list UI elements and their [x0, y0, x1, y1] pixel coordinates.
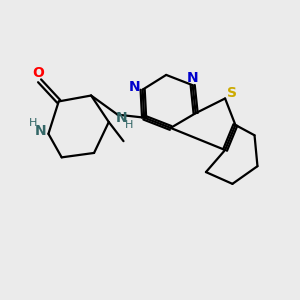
Text: N: N [34, 124, 46, 138]
Text: H: H [124, 120, 133, 130]
Text: S: S [227, 86, 237, 100]
Text: H: H [29, 118, 37, 128]
Text: N: N [115, 111, 127, 124]
Text: N: N [187, 71, 199, 85]
Text: N: N [129, 80, 140, 94]
Text: O: O [32, 66, 44, 80]
